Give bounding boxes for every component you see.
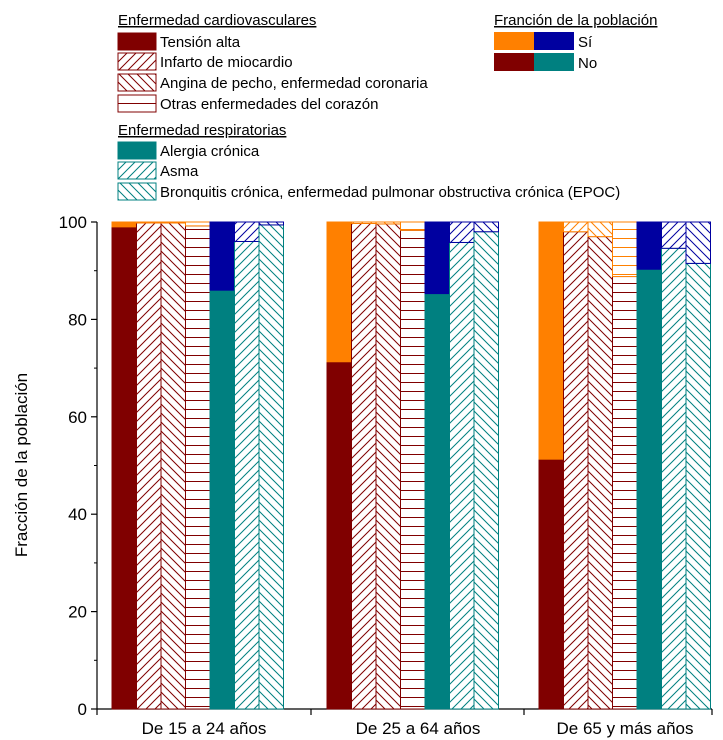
bar-no-1-1 bbox=[351, 222, 377, 710]
bar-si-0-1 bbox=[326, 221, 352, 363]
bar-si-6-2 bbox=[685, 221, 711, 264]
bar-no-0-0 bbox=[111, 226, 137, 710]
legend-title-respiratory: Enfermedad respiratorias bbox=[118, 122, 286, 139]
legend-swatch-6 bbox=[117, 182, 157, 201]
bar-si-0-2 bbox=[538, 221, 564, 460]
legend-swatch-0 bbox=[117, 32, 157, 51]
y-tick-label: 40 bbox=[68, 505, 87, 524]
bar-si-5-1 bbox=[449, 221, 475, 243]
legend-label-6: Bronquitis crónica, enfermedad pulmonar … bbox=[160, 184, 620, 201]
y-tick-label: 80 bbox=[68, 310, 87, 329]
bar-no-6-2 bbox=[685, 262, 711, 710]
bar-si-1-0 bbox=[136, 221, 162, 224]
legend-label-0: Tensión alta bbox=[160, 34, 241, 51]
legend-label-3: Otras enfermedades del corazón bbox=[160, 96, 378, 113]
x-tick-label: De 15 a 24 años bbox=[142, 719, 267, 738]
legend-label-5: Asma bbox=[160, 163, 199, 180]
x-tick-label: De 65 y más años bbox=[556, 719, 693, 738]
legend-swatch-no-cardio bbox=[494, 53, 534, 71]
bar-no-2-1 bbox=[375, 223, 401, 710]
bars bbox=[111, 221, 711, 710]
bar-si-2-1 bbox=[375, 221, 401, 225]
legend-title-fraction: Franción de la población bbox=[494, 12, 657, 29]
bar-no-3-1 bbox=[400, 229, 426, 710]
bar-no-6-0 bbox=[258, 224, 284, 710]
bar-si-3-1 bbox=[400, 221, 426, 231]
bar-no-4-2 bbox=[636, 268, 662, 710]
bar-si-4-2 bbox=[636, 221, 662, 270]
bar-si-2-0 bbox=[160, 221, 186, 224]
y-tick-label: 0 bbox=[78, 700, 87, 719]
bar-no-2-0 bbox=[160, 222, 186, 710]
bar-si-6-0 bbox=[258, 221, 284, 226]
axes: 0 20 40 60 80 100 De 15 a 24 años De 25 a 64 añ… bbox=[59, 213, 713, 738]
legend: Enfermedad cardiovasculares Enfermedad r… bbox=[117, 12, 657, 201]
bar-no-0-2 bbox=[538, 458, 564, 710]
y-axis-label: Fracción de la población bbox=[12, 373, 31, 557]
bar-si-5-0 bbox=[234, 221, 260, 242]
legend-swatch-3 bbox=[117, 94, 157, 113]
bar-si-6-1 bbox=[473, 221, 499, 233]
legend-swatch-si-cardio bbox=[494, 32, 534, 50]
legend-label-4: Alergia crónica bbox=[160, 143, 260, 160]
bar-no-0-1 bbox=[326, 361, 352, 710]
bar-si-4-0 bbox=[209, 221, 235, 291]
bar-no-5-2 bbox=[661, 247, 687, 710]
legend-swatch-si-resp bbox=[534, 32, 574, 50]
y-tick-label: 100 bbox=[59, 213, 87, 232]
y-tick-label: 60 bbox=[68, 408, 87, 427]
bar-no-1-0 bbox=[136, 222, 162, 710]
legend-swatch-5 bbox=[117, 161, 157, 180]
legend-swatch-no-resp bbox=[534, 53, 574, 71]
x-tick-label: De 25 a 64 años bbox=[356, 719, 481, 738]
bar-si-1-2 bbox=[563, 221, 589, 233]
bar-si-3-2 bbox=[612, 221, 638, 278]
legend-label-si: Sí bbox=[578, 34, 593, 51]
bar-si-4-1 bbox=[424, 221, 450, 295]
legend-swatch-2 bbox=[117, 73, 157, 92]
bar-si-0-0 bbox=[111, 221, 137, 228]
bar-no-5-0 bbox=[234, 240, 260, 710]
bar-no-1-2 bbox=[563, 231, 589, 710]
legend-label-no: No bbox=[578, 55, 597, 72]
bar-no-4-1 bbox=[424, 293, 450, 710]
y-tick-label: 20 bbox=[68, 603, 87, 622]
bar-si-5-2 bbox=[661, 221, 687, 249]
bar-si-3-0 bbox=[185, 221, 211, 227]
bar-si-1-1 bbox=[351, 221, 377, 224]
bar-no-4-0 bbox=[209, 289, 235, 710]
bar-no-6-1 bbox=[473, 231, 499, 710]
bar-no-3-2 bbox=[612, 276, 638, 710]
legend-swatch-1 bbox=[117, 52, 157, 71]
bar-si-2-2 bbox=[587, 221, 613, 238]
bar-no-2-2 bbox=[587, 236, 613, 710]
bar-no-3-0 bbox=[185, 225, 211, 710]
bar-no-5-1 bbox=[449, 241, 475, 710]
legend-label-1: Infarto de miocardio bbox=[160, 54, 293, 71]
legend-label-2: Angina de pecho, enfermedad coronaria bbox=[160, 75, 428, 92]
legend-swatch-4 bbox=[117, 141, 157, 160]
legend-title-cardio: Enfermedad cardiovasculares bbox=[118, 12, 316, 29]
